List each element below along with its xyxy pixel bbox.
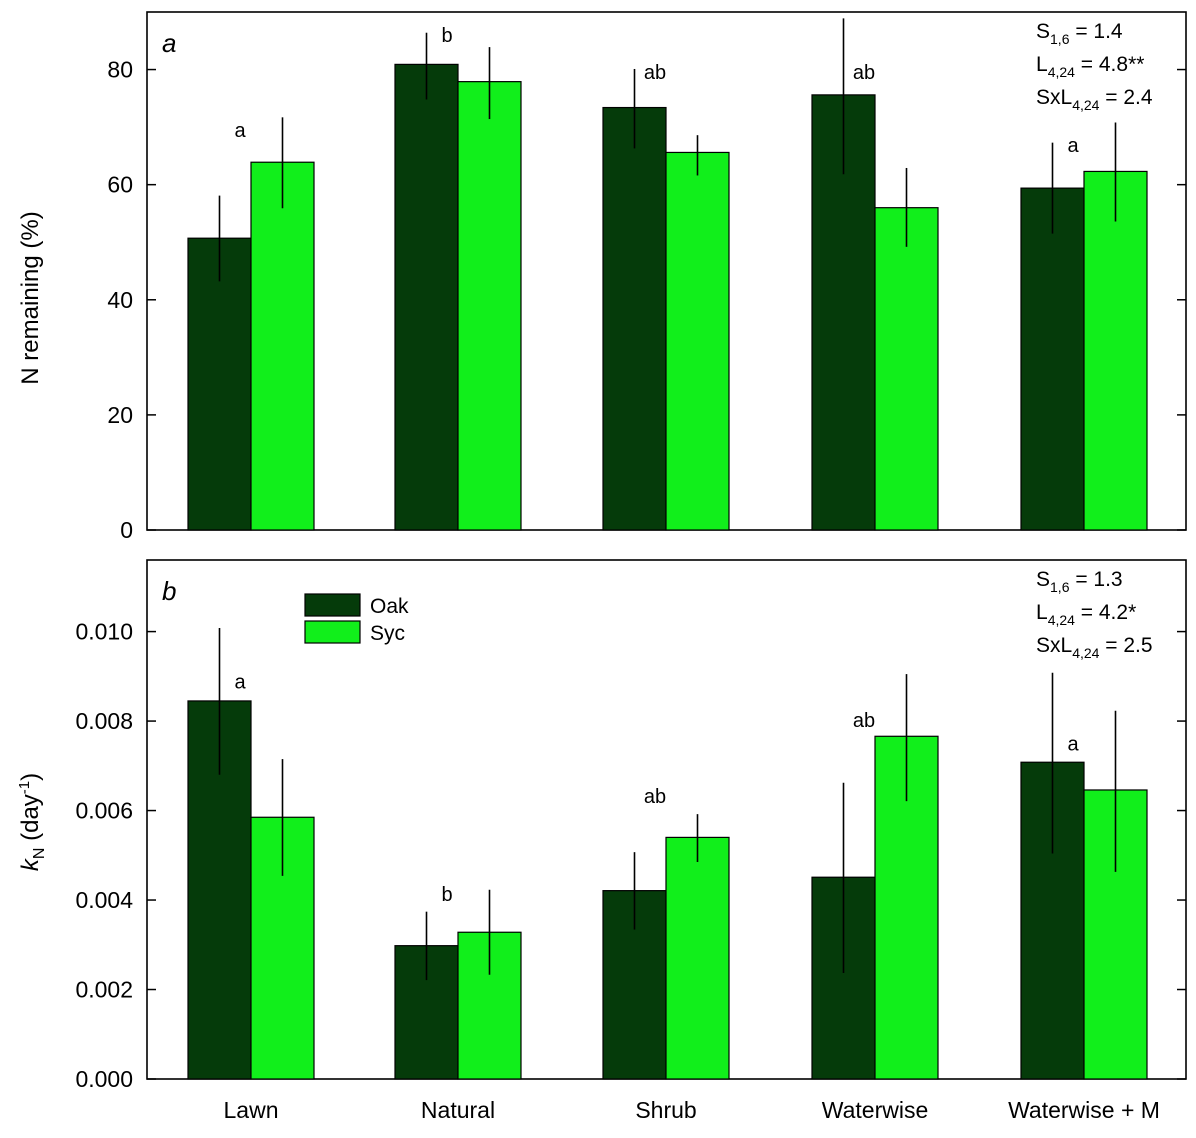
stat-line: S1,6 = 1.3 <box>1036 568 1123 595</box>
y-tick-label: 0.004 <box>75 887 133 913</box>
legend-swatch-oak <box>304 593 361 617</box>
y-tick-label: 0 <box>120 517 133 543</box>
x-tick-label-lawn: Lawn <box>224 1097 279 1123</box>
significance-letter: a <box>234 120 246 142</box>
panel-a-y-axis-label: N remaining (%) <box>17 211 44 384</box>
stat-value: = 4.2* <box>1075 601 1136 624</box>
panel-b-plot: 0.000 0.002 0.004 0.006 0.008 0.010 Lawn Natura… <box>75 559 1187 1123</box>
stat-subscript: 4,24 <box>1072 645 1099 661</box>
y-tick-label: 0.006 <box>75 798 133 824</box>
stat-subscript: 4,24 <box>1048 64 1075 80</box>
bar-syc-shrub <box>665 151 730 531</box>
stat-line: L4,24 = 4.2* <box>1036 601 1136 628</box>
y-axis-unit-sup: -1 <box>16 781 33 794</box>
significance-letter: ab <box>853 62 875 84</box>
significance-letter: ab <box>853 710 875 732</box>
bar-syc-waterwise <box>874 207 939 531</box>
stat-line: SxL4,24 = 2.5 <box>1036 634 1153 661</box>
bar-syc-waterwise-m <box>1083 170 1148 531</box>
bar-oak-lawn <box>187 237 252 531</box>
bar-oak-natural <box>394 63 459 531</box>
y-tick-label: 20 <box>107 402 133 428</box>
stat-value: = 2.5 <box>1099 634 1152 657</box>
significance-letter: a <box>1067 135 1079 157</box>
stat-value: = 1.4 <box>1069 20 1122 43</box>
legend-swatch-syc <box>304 620 361 644</box>
significance-letter: ab <box>644 786 666 808</box>
y-tick-label: 0.000 <box>75 1066 133 1092</box>
significance-letter: b <box>441 25 452 47</box>
x-tick-label-shrub: Shrub <box>635 1097 696 1123</box>
stat-base: SxL <box>1036 634 1072 657</box>
legend: Oak Syc <box>304 593 409 645</box>
bar-syc-lawn <box>250 816 315 1080</box>
y-axis-unit-close: ) <box>17 773 44 781</box>
significance-letter: ab <box>644 62 666 84</box>
y-tick-label: 0.010 <box>75 619 133 645</box>
panel-a-label: a <box>162 28 176 58</box>
bar-oak-waterwise-m <box>1020 187 1085 531</box>
legend-label-oak: Oak <box>370 595 409 618</box>
stat-base: L <box>1036 601 1048 624</box>
stat-base: SxL <box>1036 86 1072 109</box>
stat-value: = 1.3 <box>1069 568 1122 591</box>
y-tick-label: 60 <box>107 172 133 198</box>
bar-syc-shrub <box>665 836 730 1080</box>
stat-line: L4,24 = 4.8** <box>1036 53 1144 80</box>
y-tick-label: 80 <box>107 57 133 83</box>
x-tick-label-natural: Natural <box>421 1097 495 1123</box>
panel-b-y-axis-label: kN (day-1) <box>16 773 48 871</box>
panel-a: a N remaining (%) <box>17 28 176 385</box>
y-axis-var-sub: N <box>31 848 48 860</box>
stat-subscript: 4,24 <box>1048 612 1075 628</box>
stat-subscript: 1,6 <box>1050 579 1070 595</box>
x-tick-label-waterwise-m: Waterwise + M <box>1008 1097 1160 1123</box>
significance-letter: b <box>441 884 452 906</box>
significance-letter: a <box>1067 734 1079 756</box>
panel-b-label: b <box>162 576 176 606</box>
stat-line: SxL4,24 = 2.4 <box>1036 86 1153 113</box>
y-tick-label: 40 <box>107 287 133 313</box>
y-tick-label: 0.008 <box>75 708 133 734</box>
stat-subscript: 4,24 <box>1072 97 1099 113</box>
bar-syc-natural <box>457 81 522 531</box>
x-tick-label-waterwise: Waterwise <box>822 1097 929 1123</box>
stat-base: L <box>1036 53 1048 76</box>
panel-b: b kN (day-1) <box>16 576 176 871</box>
stat-value: = 4.8** <box>1075 53 1144 76</box>
y-tick-label: 0.002 <box>75 977 133 1003</box>
stat-base: S <box>1036 568 1050 591</box>
y-axis-var: k <box>17 857 44 871</box>
bar-oak-shrub <box>602 106 667 531</box>
stat-base: S <box>1036 20 1050 43</box>
bar-syc-lawn <box>250 161 315 531</box>
stat-line: S1,6 = 1.4 <box>1036 20 1123 47</box>
stat-subscript: 1,6 <box>1050 31 1070 47</box>
stat-value: = 2.4 <box>1099 86 1152 109</box>
y-axis-unit: (day <box>17 794 44 847</box>
significance-letter: a <box>234 671 246 693</box>
legend-label-syc: Syc <box>370 622 405 645</box>
